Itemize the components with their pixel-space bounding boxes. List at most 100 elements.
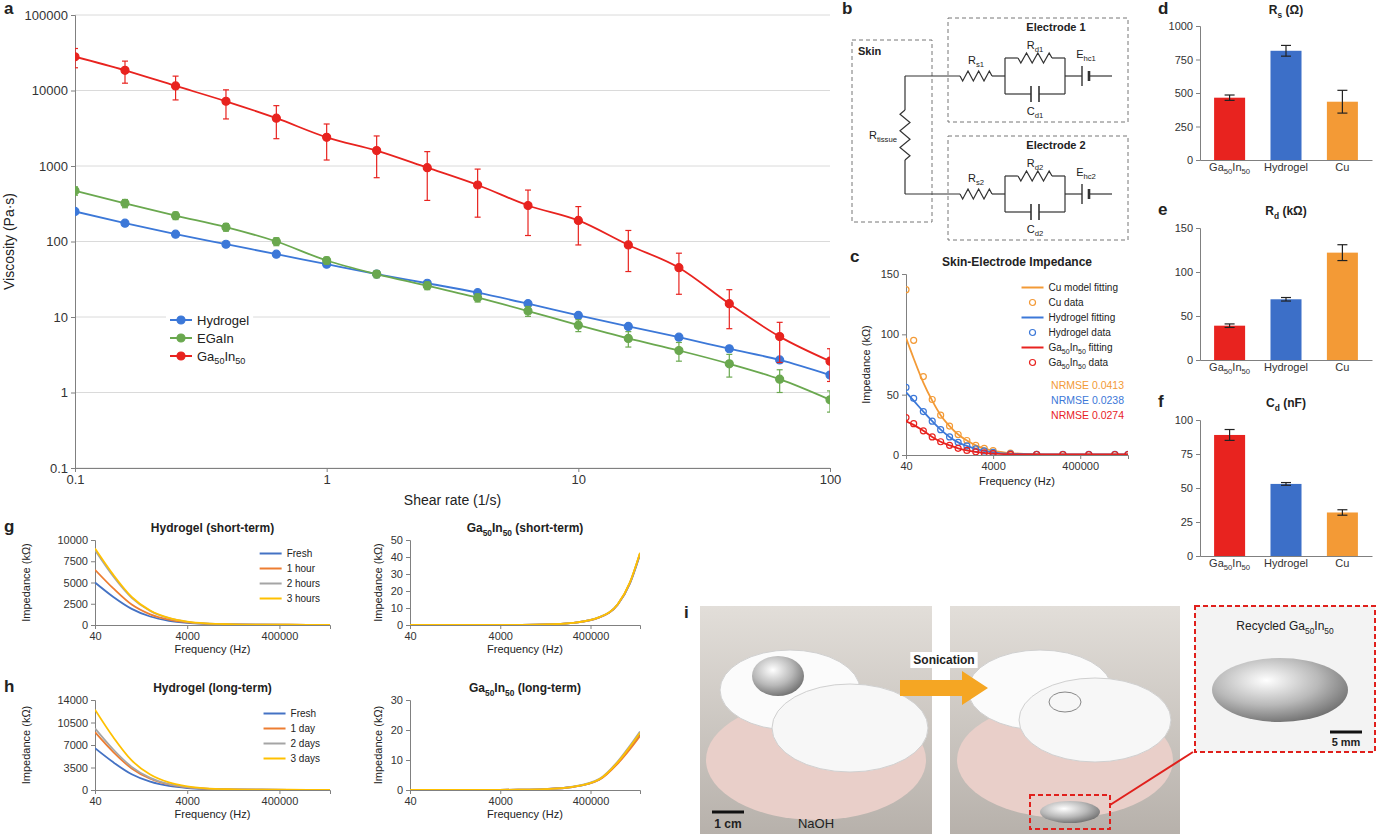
text-run: d2 [1035, 163, 1044, 172]
tick: 3500 [64, 762, 95, 774]
error-cap [1281, 482, 1291, 483]
tick: 30 [391, 694, 410, 706]
component-label: Cd2 [1027, 223, 1044, 238]
tick-mark [902, 274, 906, 275]
tick-label: Cu [1335, 361, 1349, 373]
tick-mark [1196, 60, 1200, 61]
tick-label: 10 [572, 472, 586, 487]
chart: 4040004000000350070001050014000Fresh1 da… [4, 677, 331, 820]
tick: 100 [820, 468, 842, 487]
tick: 50 [391, 534, 410, 546]
text-run: Hydrogel [1264, 557, 1308, 569]
error-cap [777, 322, 783, 323]
tick-label: Ga50In50 [1209, 361, 1250, 376]
data-point [272, 114, 280, 122]
error-stem [1342, 245, 1343, 261]
data-point [990, 451, 996, 455]
highlight-box [1030, 795, 1110, 829]
text-run: 50 [1242, 563, 1251, 572]
data-point [474, 181, 482, 189]
tick: 2500 [64, 598, 95, 610]
text-run: In [1232, 557, 1241, 569]
series-line [410, 553, 640, 625]
error-bar [223, 224, 229, 232]
wire [1004, 176, 1005, 212]
panel-letter: a [4, 0, 14, 18]
series-line [410, 732, 640, 790]
plot-marks [410, 732, 640, 790]
error-stem [578, 207, 579, 245]
legend-label: Fresh [287, 548, 313, 559]
tick: 25 [1181, 516, 1200, 528]
data-point [624, 334, 632, 342]
error-cap [625, 230, 631, 231]
tick-mark [1196, 272, 1200, 273]
axis-line [91, 541, 96, 626]
tick-label: 0 [1187, 154, 1193, 166]
axis-title: Impedance (kΩ) [372, 543, 384, 622]
tick-mark [279, 790, 280, 794]
panel-letter: g [4, 517, 14, 536]
xticks-axis: 404000400000 [89, 790, 330, 807]
tick-label: Hydrogel [1264, 557, 1308, 569]
error-stem [1229, 430, 1230, 441]
tick-label: 4000 [981, 460, 1005, 472]
data-point [222, 97, 230, 105]
wire [904, 76, 905, 110]
text-run: Skin-Electrode Impedance [942, 255, 1092, 269]
bar [1327, 512, 1358, 556]
data-point [624, 241, 632, 249]
yticks-axis: 01020304050 [391, 534, 411, 631]
text-run: d1 [1035, 111, 1044, 120]
xticks-axis: 404000400000 [404, 790, 640, 807]
text-run: (nF) [1280, 396, 1306, 410]
text-run: E [1076, 48, 1083, 60]
error-stem [678, 253, 679, 294]
pad [1019, 678, 1171, 762]
error-cap [75, 67, 78, 68]
text-run: Ga [1049, 357, 1063, 368]
data-point [1007, 451, 1013, 455]
text-run: (kΩ) [1279, 204, 1307, 218]
legend-label: Fresh [291, 708, 317, 719]
error-bar [827, 391, 830, 412]
data-point [947, 442, 953, 448]
data-point [906, 415, 909, 421]
component-label: Ehc2 [1076, 166, 1096, 181]
data-point [955, 445, 961, 451]
axis-line [1196, 27, 1201, 161]
ring [1049, 692, 1081, 712]
tick-mark [71, 15, 75, 16]
annotation: NRMSE 0.0238 [1051, 394, 1124, 406]
legend-label: EGaIn [197, 331, 234, 346]
tick-mark [71, 166, 75, 167]
tick: 10 [391, 754, 410, 766]
data-point [423, 164, 431, 172]
error-bar [75, 48, 78, 67]
tick-label: 400000 [262, 795, 299, 807]
text-run: (long-term) [514, 681, 581, 695]
tick: 50 [1181, 482, 1200, 494]
error-cap [726, 328, 732, 329]
tick-label: 5000 [64, 577, 88, 589]
series-line [75, 211, 830, 375]
wire [1052, 57, 1065, 58]
data-point [323, 257, 331, 265]
text-run: R [1027, 39, 1035, 51]
wire [905, 193, 960, 194]
bar [1214, 326, 1245, 360]
data-point [675, 333, 683, 341]
error-cap [575, 206, 581, 207]
label-patch [910, 652, 977, 668]
error-bar [173, 212, 179, 219]
x-axis: Ga50In50HydrogelCu [1201, 557, 1373, 573]
tick-label: Cu [1335, 161, 1349, 173]
bar [1214, 98, 1245, 160]
photo-before [700, 606, 932, 834]
tick-label: 14000 [57, 694, 88, 706]
component-label: Ehc1 [1076, 48, 1096, 63]
axis-title: Shear rate (1/s) [404, 492, 501, 508]
tick: 0 [82, 784, 95, 796]
text-run: Recycled Ga [1236, 619, 1305, 633]
tick-mark [1196, 316, 1200, 317]
